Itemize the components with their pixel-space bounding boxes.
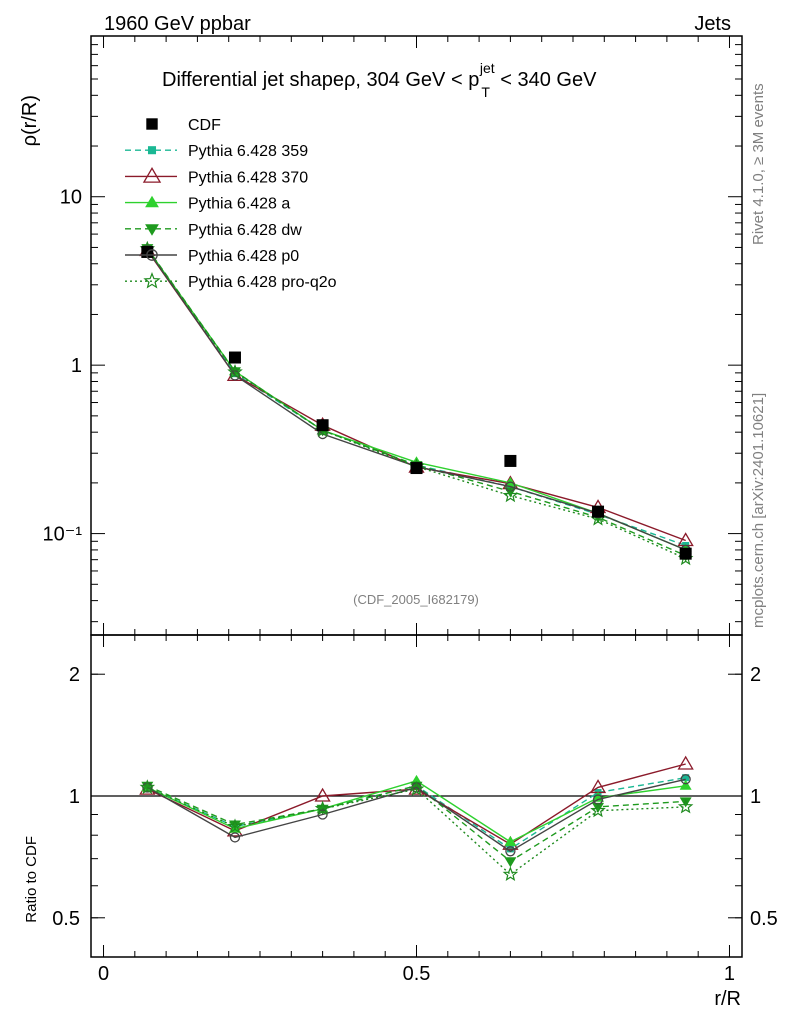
ratio-y-tick-label: 0.5	[52, 908, 80, 930]
series-line	[146, 249, 686, 542]
main-y-tick-label: 10	[60, 187, 82, 209]
ratio-y-tick-label-right: 1	[750, 786, 761, 808]
data-point	[139, 779, 156, 795]
x-tick-label: 0	[98, 963, 109, 985]
legend-label: Pythia 6.428 p0	[188, 248, 299, 265]
data-point	[145, 224, 159, 236]
ratio-y-tick-label-right: 2	[750, 664, 761, 686]
data-point	[410, 462, 423, 475]
mcplots-label: mcplots.cern.ch [arXiv:2401.10621]	[750, 393, 767, 628]
legend-entry-0: CDF	[146, 117, 221, 134]
ratio-series-4	[142, 774, 691, 857]
series-line	[147, 786, 686, 876]
data-point	[408, 780, 425, 796]
data-point	[679, 547, 692, 560]
ratio-series-5	[139, 779, 694, 882]
ratio-series-1	[139, 755, 694, 850]
data-point	[504, 835, 517, 846]
data-point	[316, 419, 329, 432]
series-line	[146, 249, 686, 551]
series-layer	[139, 240, 694, 882]
data-point	[504, 454, 517, 467]
data-point	[228, 820, 241, 831]
series-line	[146, 778, 686, 853]
header-left: 1960 GeV ppbar	[104, 13, 251, 35]
legend-label: Pythia 6.428 359	[188, 143, 308, 160]
legend-entry-6: Pythia 6.428 pro-q2o	[125, 272, 337, 291]
legend-label: Pythia 6.428 dw	[188, 222, 302, 239]
data-point	[682, 774, 690, 782]
data-point	[227, 363, 243, 379]
data-point	[228, 351, 241, 364]
data-point	[145, 195, 159, 208]
data-point	[502, 866, 519, 882]
data-point	[146, 118, 158, 130]
series-line	[146, 249, 686, 547]
data-point	[677, 798, 694, 814]
data-point	[590, 802, 606, 818]
series-line	[146, 248, 686, 551]
series-line	[146, 248, 686, 560]
data-point	[505, 481, 516, 492]
legend-entry-3: Pythia 6.428 a	[125, 196, 290, 213]
data-point	[592, 802, 605, 813]
legend-entry-5: Pythia 6.428 p0	[125, 248, 299, 265]
main-y-tick-label: 1	[71, 355, 82, 377]
header-right: Jets	[694, 13, 731, 35]
legend-label: Pythia 6.428 pro-q2o	[188, 274, 337, 291]
legend-entry-4: Pythia 6.428 dw	[125, 222, 302, 239]
ratio-y-tick-label: 1	[69, 786, 80, 808]
data-point	[227, 818, 243, 834]
legend: CDF Pythia 6.428 359 Pythia 6.428 370 Pythi…	[125, 117, 337, 291]
ratio-y-tick-label-right: 0.5	[750, 908, 778, 930]
axes-layer: 0 0.5 1 10⁻¹ 1 10 0.5 0.5 1 1 2 2	[43, 35, 778, 985]
data-point	[592, 505, 605, 518]
data-point	[505, 846, 516, 857]
data-point	[314, 800, 331, 816]
legend-entry-2: Pythia 6.428 370	[125, 167, 308, 186]
legend-label: Pythia 6.428 370	[188, 169, 308, 186]
ratio-y-tick-label: 2	[69, 664, 80, 686]
data-point	[146, 249, 158, 261]
main-y-tick-label: 10⁻¹	[43, 524, 83, 546]
data-point	[147, 146, 157, 155]
legend-entry-1: Pythia 6.428 359	[125, 143, 308, 160]
main-title: Differential jet shapeρ, 304 GeV < pTjet…	[162, 60, 597, 100]
main-cdf-series-0	[141, 245, 692, 560]
rivet-label: Rivet 4.1.0, ≥ 3M events	[750, 83, 767, 245]
x-axis-label: r/R	[714, 988, 741, 1010]
data-point	[142, 167, 162, 183]
x-tick-label: 1	[724, 963, 735, 985]
main-ylabel: ρ(r/R)	[19, 95, 41, 146]
data-point	[679, 779, 692, 790]
main-series-4	[142, 244, 691, 556]
data-point	[680, 774, 691, 785]
data-point	[679, 797, 692, 808]
legend-label: Pythia 6.428 a	[188, 196, 290, 213]
x-tick-label: 0.5	[403, 963, 431, 985]
data-point	[502, 487, 519, 503]
data-point	[504, 857, 517, 868]
data-point	[229, 832, 241, 843]
data-point	[677, 755, 694, 770]
main-series-3	[141, 244, 692, 562]
ratio-ylabel: Ratio to CDF	[23, 836, 40, 923]
data-point	[143, 272, 161, 289]
legend-label: CDF	[188, 117, 221, 134]
main-series-0	[143, 246, 690, 549]
analysis-watermark: (CDF_2005_I682179)	[353, 592, 479, 607]
